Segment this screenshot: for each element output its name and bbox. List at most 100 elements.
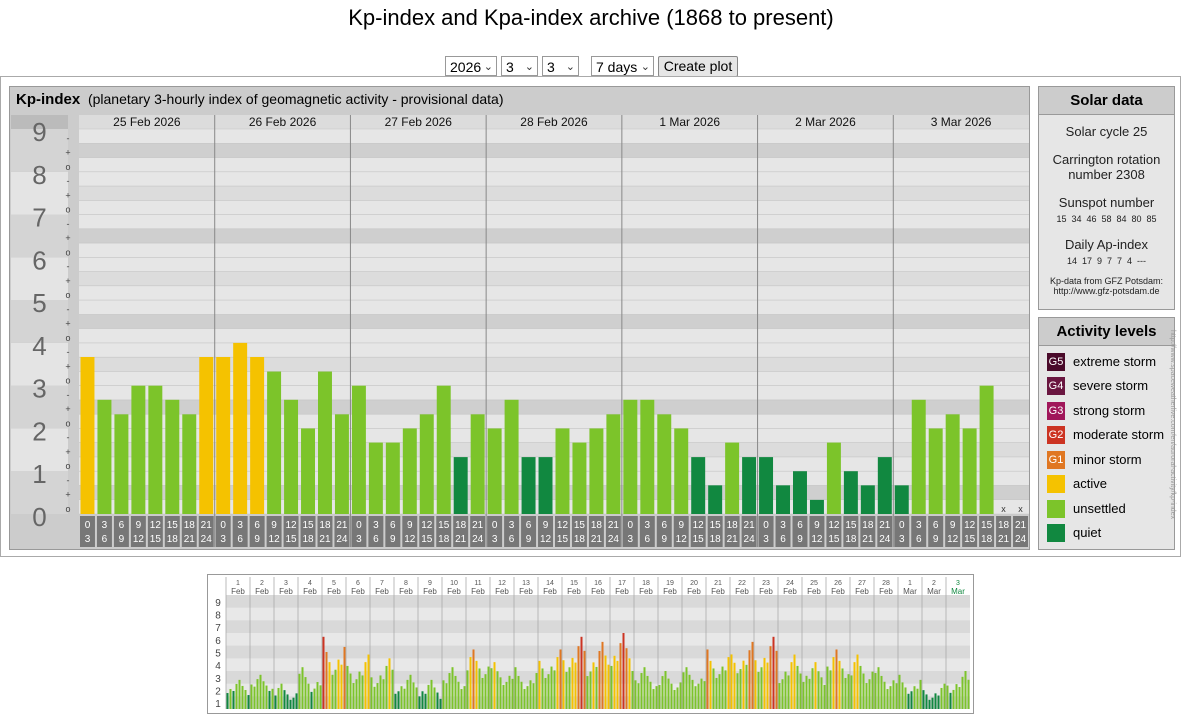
hour-cell [673, 516, 689, 547]
hour-cell [317, 516, 333, 547]
kp-bar [346, 665, 349, 709]
kp-bar [499, 677, 502, 709]
hour-start-label: 6 [661, 520, 667, 531]
grid-band [79, 214, 1029, 229]
sunspot-title: Sunspot number [1058, 195, 1155, 210]
kp-bar [625, 648, 628, 709]
kp-bar [544, 677, 547, 709]
kp-bar [505, 681, 508, 709]
kp-bar [409, 674, 412, 709]
sub-tick-label: o [65, 247, 70, 257]
kp-bar [940, 687, 943, 709]
day-number: 7 [380, 580, 384, 587]
hour-start-label: 6 [526, 520, 532, 531]
kp-bar [916, 688, 919, 709]
kp-bar [601, 641, 604, 709]
kp-bar [874, 673, 877, 709]
kp-bar [911, 399, 926, 514]
kp-bar [808, 678, 811, 709]
hour-start-label: 0 [899, 520, 905, 531]
kp-bar [589, 671, 592, 709]
hour-start-label: 15 [845, 520, 857, 531]
y-tick-label: 2 [215, 686, 221, 697]
kp-bar [412, 682, 415, 709]
hour-cell [249, 516, 265, 547]
kp-bar [250, 357, 265, 514]
grid-band [79, 143, 1029, 158]
sub-tick-label: o [65, 290, 70, 300]
hour-start-label: 9 [271, 520, 277, 531]
hour-cell [911, 516, 927, 547]
month-label: Feb [543, 587, 557, 596]
kp-bar [328, 662, 331, 709]
kp-bar [286, 694, 289, 709]
hour-start-label: 15 [302, 520, 314, 531]
hour-start-label: 15 [574, 520, 586, 531]
hour-start-label: 3 [916, 520, 922, 531]
month-label: Feb [711, 587, 725, 596]
hour-start-label: 9 [950, 520, 956, 531]
grid-band [226, 607, 970, 621]
month-label: Mar [951, 587, 965, 596]
kp-bar [562, 660, 565, 709]
kp-bar [382, 679, 385, 709]
main-frame [0, 76, 1181, 557]
month-select[interactable]: 3 ⌄ [501, 56, 538, 76]
hour-cell [453, 516, 469, 547]
hour-end-label: 18 [710, 534, 722, 545]
month-label: Feb [255, 587, 269, 596]
kp-bar [652, 689, 655, 709]
kp-bar [490, 668, 493, 709]
grid-band [226, 633, 970, 646]
kp-bar [114, 414, 129, 514]
hour-cell [164, 516, 180, 547]
create-plot-button[interactable]: Create plot [658, 56, 738, 77]
hour-cell [487, 516, 503, 547]
y-axis-cell [11, 214, 68, 258]
solar-cycle: Solar cycle 25 [1065, 124, 1148, 139]
chevron-down-icon: ⌄ [524, 61, 534, 73]
day-number: 8 [404, 580, 408, 587]
hour-cell [996, 516, 1012, 547]
kp-bar [454, 675, 457, 709]
hour-cell [300, 516, 316, 547]
hour-end-label: 12 [947, 534, 959, 545]
year-select[interactable]: 2026 ⌄ [445, 56, 497, 76]
kp-bar [763, 657, 766, 709]
grid-band [79, 271, 1029, 286]
hour-cell [351, 516, 367, 547]
kp-bar [538, 457, 553, 514]
range-select[interactable]: 7 days ⌄ [591, 56, 654, 76]
level-label: severe storm [1073, 378, 1149, 393]
kp-bar [868, 679, 871, 709]
y-tick-label: 0 [32, 502, 46, 532]
hour-end-label: 6 [373, 534, 379, 545]
day-select[interactable]: 3 ⌄ [542, 56, 579, 76]
level-swatch: G3 [1047, 402, 1065, 420]
kp-bar [685, 667, 688, 709]
kp-bar [448, 673, 451, 709]
kp-bar [922, 690, 925, 709]
hour-end-label: 18 [981, 534, 993, 545]
kp-bar [925, 694, 928, 709]
sub-tick-label: o [65, 418, 70, 428]
sub-tick-label: o [65, 205, 70, 215]
kp-bar [436, 385, 451, 514]
hour-start-label: 0 [356, 520, 362, 531]
kp-bar [673, 690, 676, 709]
hour-cell [555, 516, 570, 547]
kp-bar [430, 679, 433, 709]
kp-bar [856, 654, 859, 709]
hour-cell [96, 516, 112, 547]
hour-cell [283, 516, 299, 547]
hour-start-label: 9 [814, 520, 820, 531]
month-label: Mar [903, 587, 917, 596]
hour-start-label: 18 [184, 520, 196, 531]
kp-bar [521, 457, 536, 514]
hour-end-label: 18 [438, 534, 450, 545]
kp-bar [556, 657, 559, 709]
kp-bar [463, 686, 466, 709]
hour-start-label: 0 [763, 520, 769, 531]
hour-start-label: 18 [455, 520, 467, 531]
hour-end-label: 9 [933, 534, 939, 545]
